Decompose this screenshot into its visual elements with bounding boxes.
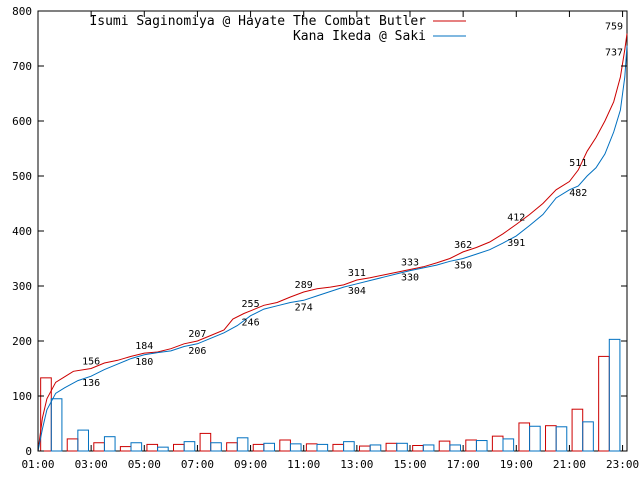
hourly-bar-isumi (252, 443, 265, 452)
data-label: 206 (188, 346, 206, 357)
hourly-bar-isumi (199, 432, 212, 452)
x-tick-label: 05:00 (128, 458, 161, 471)
hourly-bar-kana (130, 442, 143, 452)
hourly-bar-isumi (93, 442, 105, 452)
hourly-bar-isumi (119, 446, 132, 452)
data-label: 391 (507, 238, 525, 249)
data-label: 311 (348, 268, 366, 279)
hourly-bar-kana (555, 426, 568, 452)
hourly-bar-kana (475, 440, 488, 452)
x-tick-label: 23:00 (606, 458, 639, 471)
axes: 0 100 200 300 400 500 600 700 800 01:00 03:00 05:00… (12, 5, 639, 471)
x-tick-label: 19:00 (500, 458, 533, 471)
hourly-bar-isumi (359, 445, 371, 452)
data-label: 184 (135, 341, 153, 352)
hourly-bar-kana (369, 444, 382, 452)
x-tick-label: 15:00 (393, 458, 426, 471)
data-label: 330 (401, 273, 419, 284)
data-label: 289 (295, 280, 313, 291)
x-tick-label: 09:00 (234, 458, 267, 471)
hourly-bar-isumi (598, 355, 610, 452)
legend: Isumi Saginomiya @ Hayate The Combat But… (89, 14, 466, 44)
y-tick-label: 600 (12, 115, 32, 128)
data-label: 246 (242, 318, 260, 329)
data-label: 136 (82, 378, 100, 389)
hourly-bar-isumi (545, 425, 557, 452)
hourly-bar-kana (396, 442, 408, 452)
hourly-bar-isumi (385, 442, 398, 452)
y-tick-label: 200 (12, 335, 32, 348)
hourly-bar-isumi (146, 443, 159, 452)
hourly-bar-isumi (571, 408, 584, 452)
data-label: 482 (569, 188, 587, 199)
hourly-bar-kana (529, 425, 541, 452)
hourly-bar-kana (316, 443, 329, 452)
hourly-bar-isumi (305, 443, 318, 452)
data-label: 180 (135, 357, 153, 368)
hourly-bar-isumi (279, 439, 291, 452)
data-label: 362 (454, 240, 472, 251)
hourly-bar-isumi (438, 440, 451, 452)
hourly-bar-kana (502, 438, 515, 452)
x-tick-label: 13:00 (340, 458, 373, 471)
x-tick-label: 11:00 (287, 458, 320, 471)
plot-frame (37, 10, 628, 452)
hourly-bars (40, 338, 621, 452)
hourly-bar-kana (50, 398, 63, 452)
hourly-bar-kana (449, 444, 461, 452)
series-line-kana (37, 45, 628, 452)
hourly-bar-kana (77, 429, 89, 452)
hourly-bar-isumi (465, 439, 477, 452)
data-label: 207 (188, 329, 206, 340)
data-label: 737 (605, 48, 623, 59)
y-tick-label: 0 (25, 445, 32, 458)
y-tick-label: 500 (12, 170, 32, 183)
data-label: 274 (295, 302, 313, 313)
hourly-bar-kana (157, 446, 169, 452)
data-label: 304 (348, 286, 366, 297)
legend-entry-label: Isumi Saginomiya @ Hayate The Combat But… (89, 14, 426, 29)
data-label: 156 (82, 357, 100, 368)
hourly-bar-kana (236, 437, 249, 452)
hourly-bar-isumi (66, 438, 79, 452)
x-tick-label: 01:00 (21, 458, 54, 471)
data-label: 350 (454, 261, 472, 272)
data-label: 333 (401, 258, 419, 269)
x-tick-label: 17:00 (447, 458, 480, 471)
data-label: 255 (242, 299, 260, 310)
data-label: 412 (507, 212, 525, 223)
series-line-isumi (37, 33, 628, 452)
hourly-bar-isumi (332, 443, 345, 452)
y-tick-label: 400 (12, 225, 32, 238)
x-tick-label: 07:00 (181, 458, 214, 471)
hourly-bar-kana (183, 441, 196, 452)
y-tick-label: 700 (12, 60, 32, 73)
y-tick-label: 300 (12, 280, 32, 293)
hourly-bar-isumi (226, 442, 238, 452)
legend-entry-label: Kana Ikeda @ Saki (293, 29, 426, 44)
hourly-bar-isumi (173, 443, 185, 452)
hourly-bar-kana (210, 442, 222, 452)
data-labels: 156 136 184 180 207 206 255 246 289 274 311 304 333 3… (82, 22, 623, 390)
x-tick-label: 21:00 (553, 458, 586, 471)
hourly-bar-kana (608, 338, 621, 452)
data-label: 759 (605, 22, 623, 33)
hourly-bar-isumi (491, 435, 504, 452)
hourly-bar-kana (289, 443, 302, 452)
x-tick-label: 03:00 (75, 458, 108, 471)
cumulative-lines (37, 33, 628, 452)
hourly-bar-kana (103, 436, 116, 452)
hourly-bar-kana (582, 421, 594, 452)
y-tick-label: 100 (12, 390, 32, 403)
hourly-bar-isumi (518, 422, 531, 452)
data-label: 511 (569, 158, 587, 169)
y-tick-label: 800 (12, 5, 32, 18)
hourly-bar-isumi (412, 445, 424, 452)
hourly-bar-kana (343, 441, 355, 452)
hourly-bar-kana (422, 444, 435, 452)
hourly-bar-kana (263, 442, 275, 452)
